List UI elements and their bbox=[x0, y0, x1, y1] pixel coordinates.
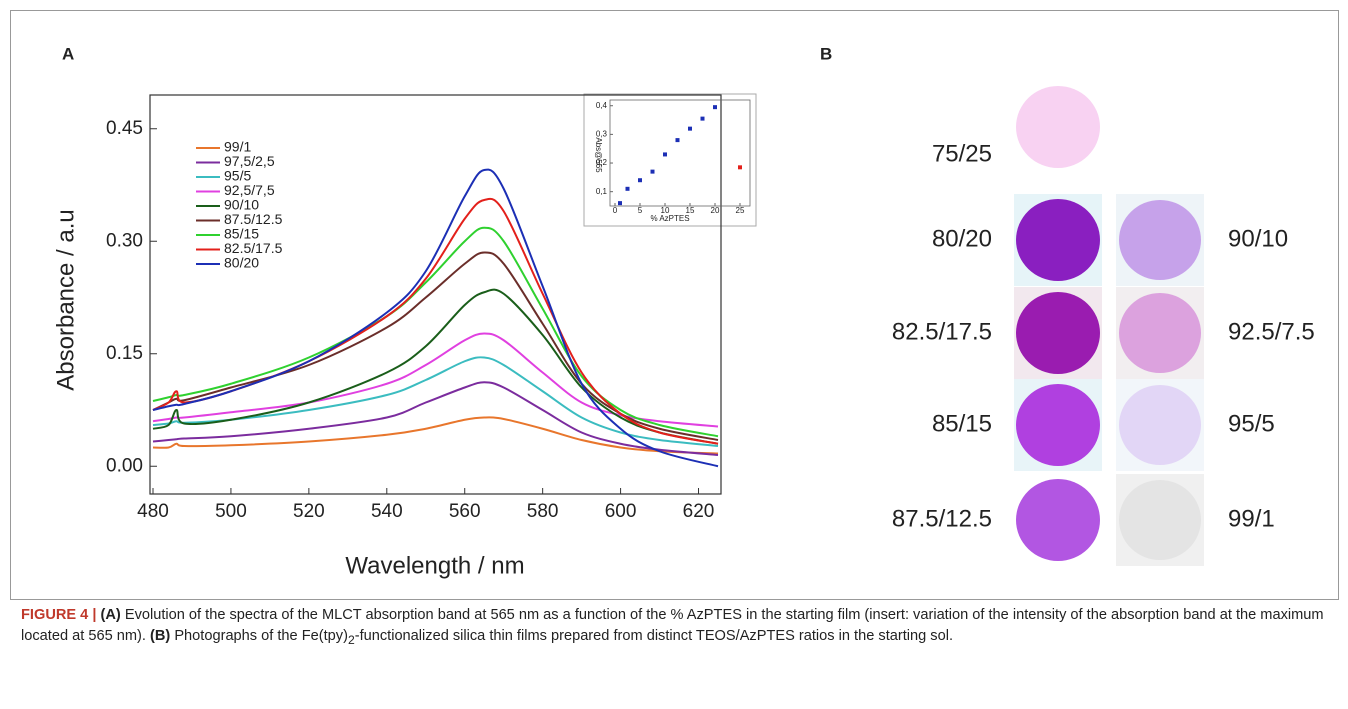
x-tick-label: 540 bbox=[371, 501, 403, 522]
x-tick-label: 20 bbox=[711, 206, 720, 215]
spectrum-line bbox=[152, 288, 719, 445]
inset-plot bbox=[609, 99, 751, 207]
x-tick-label: 580 bbox=[527, 501, 559, 522]
figure-frame bbox=[10, 10, 1339, 600]
caption-text: -functionalized silica thin films prepar… bbox=[354, 628, 954, 644]
x-tick-label: 25 bbox=[736, 206, 745, 215]
figure: A B Absorbance / a.u Wavelength / nm Abs… bbox=[52, 44, 1315, 579]
sample-label: 85/15 bbox=[932, 410, 992, 437]
spectrum-line bbox=[152, 332, 719, 428]
spectrum-line bbox=[152, 356, 719, 447]
x-tick-label: 15 bbox=[686, 206, 695, 215]
y-axis-title: Absorbance / a.u bbox=[52, 209, 79, 390]
figure-number: FIGURE 4 | bbox=[21, 607, 97, 623]
x-tick-label: 520 bbox=[293, 501, 325, 522]
point bbox=[663, 152, 667, 157]
film-photo bbox=[1016, 199, 1100, 281]
y-tick-label: 0,4 bbox=[596, 101, 608, 110]
y-tick-label: 0.45 bbox=[106, 118, 143, 139]
point bbox=[638, 178, 642, 183]
point bbox=[675, 138, 680, 143]
y-tick-label: 0,2 bbox=[596, 158, 608, 167]
caption-text: Photographs of the Fe(tpy) bbox=[174, 628, 348, 644]
inset-y-title: Abs@565 bbox=[594, 137, 603, 173]
y-tick-label: 0,1 bbox=[596, 187, 608, 196]
point bbox=[688, 126, 692, 131]
x-tick-label: 500 bbox=[215, 501, 247, 522]
film-photo bbox=[1016, 292, 1100, 374]
film-photo bbox=[1119, 385, 1201, 465]
film-photo bbox=[1016, 479, 1100, 561]
film-photo bbox=[1119, 293, 1201, 373]
spectrum-line bbox=[152, 381, 719, 456]
x-axis-title: Wavelength / nm bbox=[345, 552, 524, 579]
sample-label: 75/25 bbox=[932, 140, 992, 167]
film-photo bbox=[1016, 384, 1100, 466]
y-tick-label: 0.00 bbox=[106, 455, 143, 476]
sample-label: 90/10 bbox=[1228, 225, 1288, 252]
spectrum-line bbox=[152, 197, 719, 445]
point bbox=[738, 165, 742, 170]
legend-label: 82.5/17.5 bbox=[224, 240, 283, 256]
point bbox=[700, 116, 705, 121]
plot-frame bbox=[149, 94, 722, 495]
x-tick-label: 600 bbox=[605, 501, 637, 522]
legend-label: 90/10 bbox=[224, 197, 259, 213]
legend-label: 80/20 bbox=[224, 255, 259, 271]
x-tick-label: 10 bbox=[661, 206, 670, 215]
legend-label: 92,5/7,5 bbox=[224, 182, 275, 198]
caption-label: (B) bbox=[150, 628, 171, 644]
point bbox=[618, 201, 622, 206]
inset-x-title: % AzPTES bbox=[650, 214, 689, 223]
spectrum-line bbox=[152, 416, 719, 455]
sample-label: 99/1 bbox=[1228, 505, 1275, 532]
point bbox=[713, 105, 717, 110]
spectrum-line bbox=[152, 168, 719, 468]
inset-frame bbox=[583, 93, 757, 227]
legend-label: 95/5 bbox=[224, 168, 251, 184]
x-tick-label: 560 bbox=[449, 501, 481, 522]
x-tick-label: 0 bbox=[613, 206, 618, 215]
x-tick-label: 480 bbox=[137, 501, 169, 522]
x-tick-label: 5 bbox=[638, 206, 643, 215]
panel-label: B bbox=[820, 44, 832, 63]
sample-label: 95/5 bbox=[1228, 410, 1275, 437]
film-photo bbox=[1119, 480, 1201, 560]
sample-label: 82.5/17.5 bbox=[892, 318, 992, 345]
sample-label: 87.5/12.5 bbox=[892, 505, 992, 532]
legend-label: 87.5/12.5 bbox=[224, 211, 283, 227]
legend-label: 99/1 bbox=[224, 139, 251, 155]
point bbox=[625, 186, 630, 191]
legend-label: 85/15 bbox=[224, 226, 259, 242]
y-tick-label: 0.15 bbox=[106, 343, 143, 364]
caption: FIGURE 4 | (A) Evolution of the spectra … bbox=[21, 605, 1327, 651]
sample-label: 92.5/7.5 bbox=[1228, 318, 1315, 345]
legend-label: 97,5/2,5 bbox=[224, 153, 275, 169]
caption-sub: 2 bbox=[347, 632, 355, 647]
y-tick-label: 0,3 bbox=[596, 129, 608, 138]
caption-label: (A) bbox=[100, 607, 121, 623]
x-tick-label: 620 bbox=[683, 501, 715, 522]
film-photo bbox=[1119, 200, 1201, 280]
film-photo bbox=[1016, 86, 1100, 168]
y-tick-label: 0.30 bbox=[106, 230, 143, 251]
caption-text: Evolution of the spectra of the MLCT abs… bbox=[21, 607, 1324, 644]
point bbox=[650, 169, 655, 174]
panel-label: A bbox=[62, 44, 74, 63]
sample-label: 80/20 bbox=[932, 225, 992, 252]
